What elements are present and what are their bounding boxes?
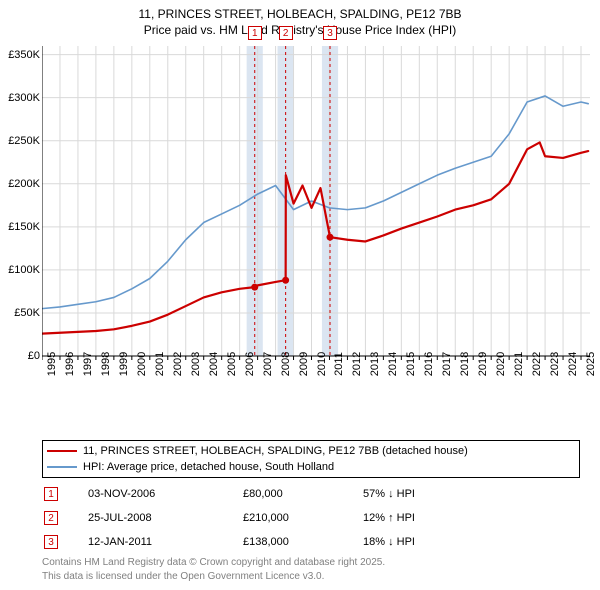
legend-swatch-hpi (47, 466, 77, 468)
x-tick-label: 2021 (513, 352, 525, 376)
x-tick-label: 2007 (262, 352, 274, 376)
x-tick-label: 2001 (154, 352, 166, 376)
legend-swatch-property (47, 450, 77, 452)
x-tick-label: 2005 (226, 352, 238, 376)
figure-container: 11, PRINCES STREET, HOLBEACH, SPALDING, … (0, 0, 600, 590)
x-tick-label: 2022 (531, 352, 543, 376)
x-tick-label: 2008 (280, 352, 292, 376)
x-tick-label: 2004 (208, 352, 220, 376)
legend-row-property: 11, PRINCES STREET, HOLBEACH, SPALDING, … (47, 443, 575, 459)
x-tick-label: 2018 (459, 352, 471, 376)
event-delta-1: 57% ↓ HPI (363, 488, 415, 500)
x-tick-label: 1999 (118, 352, 130, 376)
y-tick-label: £100K (8, 264, 40, 276)
event-delta-3: 18% ↓ HPI (363, 536, 415, 548)
legend: 11, PRINCES STREET, HOLBEACH, SPALDING, … (42, 440, 580, 478)
x-tick-label: 2011 (333, 352, 345, 376)
x-tick-label: 2015 (405, 352, 417, 376)
x-tick-label: 2012 (351, 352, 363, 376)
y-tick-label: £350K (8, 49, 40, 61)
event-marker-box: 3 (323, 26, 337, 40)
title-line2: Price paid vs. HM Land Registry's House … (0, 22, 600, 38)
event-marker-box: 2 (279, 26, 293, 40)
y-tick-label: £150K (8, 221, 40, 233)
event-marker-2: 2 (44, 511, 58, 525)
x-tick-label: 2003 (190, 352, 202, 376)
event-row-1: 1 03-NOV-2006 £80,000 57% ↓ HPI (42, 482, 580, 506)
x-tick-label: 1995 (46, 352, 58, 376)
event-marker-1: 1 (44, 487, 58, 501)
y-tick-label: £250K (8, 135, 40, 147)
x-tick-label: 2013 (369, 352, 381, 376)
title-block: 11, PRINCES STREET, HOLBEACH, SPALDING, … (0, 0, 600, 38)
x-tick-label: 2017 (441, 352, 453, 376)
x-tick-label: 1998 (100, 352, 112, 376)
legend-label-property: 11, PRINCES STREET, HOLBEACH, SPALDING, … (83, 445, 468, 457)
events-table: 1 03-NOV-2006 £80,000 57% ↓ HPI 2 25-JUL… (42, 482, 580, 554)
x-tick-label: 2000 (136, 352, 148, 376)
event-date-1: 03-NOV-2006 (88, 488, 243, 500)
chart-area (42, 46, 590, 398)
x-tick-label: 2024 (567, 352, 579, 376)
x-tick-label: 2019 (477, 352, 489, 376)
event-price-1: £80,000 (243, 488, 363, 500)
event-date-3: 12-JAN-2011 (88, 536, 243, 548)
y-tick-label: £50K (14, 307, 40, 319)
event-marker-3: 3 (44, 535, 58, 549)
x-tick-label: 2009 (298, 352, 310, 376)
y-tick-label: £200K (8, 178, 40, 190)
y-tick-label: £0 (28, 350, 40, 362)
x-tick-label: 2006 (244, 352, 256, 376)
event-price-3: £138,000 (243, 536, 363, 548)
title-line1: 11, PRINCES STREET, HOLBEACH, SPALDING, … (0, 6, 600, 22)
footer-line2: This data is licensed under the Open Gov… (42, 570, 580, 584)
event-date-2: 25-JUL-2008 (88, 512, 243, 524)
x-tick-label: 2010 (316, 352, 328, 376)
legend-row-hpi: HPI: Average price, detached house, Sout… (47, 459, 575, 475)
x-tick-label: 2023 (549, 352, 561, 376)
footer: Contains HM Land Registry data © Crown c… (42, 556, 580, 583)
x-tick-label: 2025 (585, 352, 597, 376)
x-tick-label: 2020 (495, 352, 507, 376)
event-price-2: £210,000 (243, 512, 363, 524)
x-tick-label: 1997 (82, 352, 94, 376)
event-delta-2: 12% ↑ HPI (363, 512, 415, 524)
legend-label-hpi: HPI: Average price, detached house, Sout… (83, 461, 334, 473)
chart-svg (42, 46, 590, 398)
y-tick-label: £300K (8, 92, 40, 104)
x-tick-label: 2014 (387, 352, 399, 376)
x-tick-label: 2016 (423, 352, 435, 376)
event-row-2: 2 25-JUL-2008 £210,000 12% ↑ HPI (42, 506, 580, 530)
event-row-3: 3 12-JAN-2011 £138,000 18% ↓ HPI (42, 530, 580, 554)
x-tick-label: 2002 (172, 352, 184, 376)
event-marker-box: 1 (248, 26, 262, 40)
footer-line1: Contains HM Land Registry data © Crown c… (42, 556, 580, 570)
x-tick-label: 1996 (64, 352, 76, 376)
